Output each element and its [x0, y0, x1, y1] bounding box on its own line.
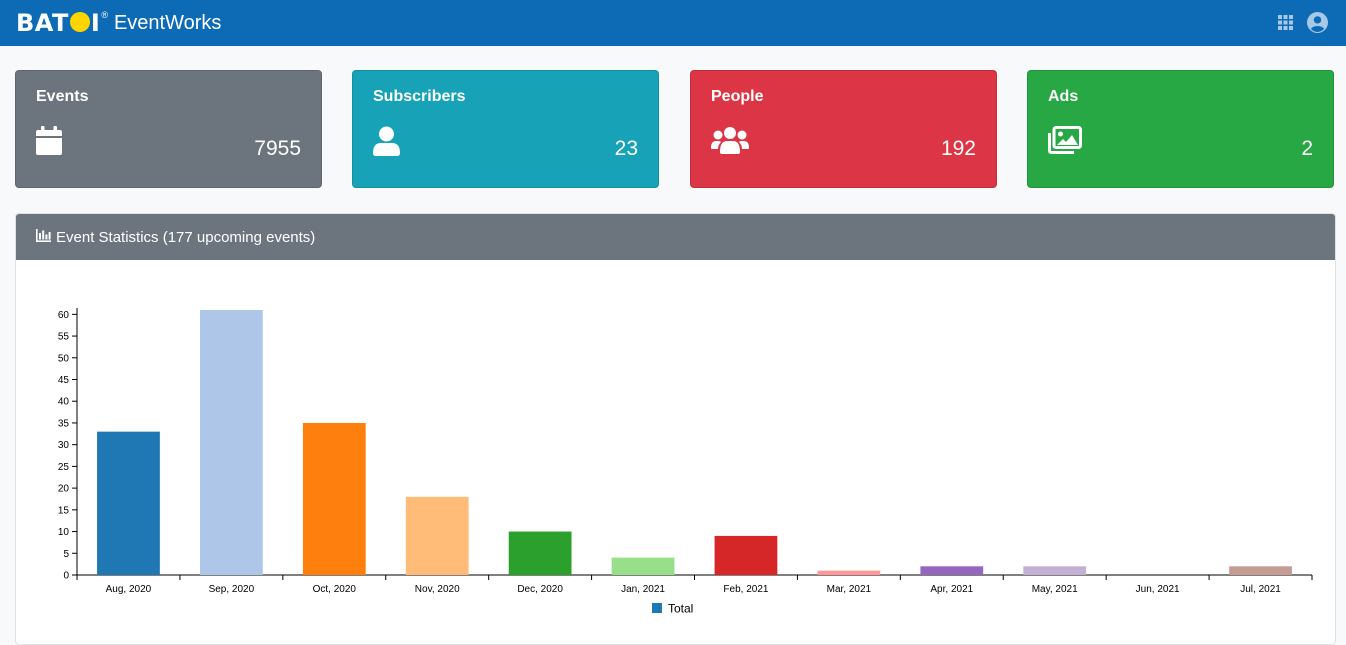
bar	[1023, 566, 1087, 575]
bar	[199, 310, 263, 575]
y-tick-label: 0	[63, 571, 69, 582]
bar	[714, 535, 778, 575]
bar	[1229, 566, 1292, 575]
x-tick-label: Nov, 2020	[415, 584, 460, 595]
bar	[611, 557, 675, 575]
y-tick-label: 20	[58, 484, 70, 495]
panel-header: Event Statistics (177 upcoming events)	[16, 214, 1335, 260]
x-tick-label: Oct, 2020	[313, 584, 357, 595]
legend-label: Total	[668, 602, 693, 616]
y-tick-label: 50	[58, 353, 70, 364]
events-card[interactable]: Events 7955	[15, 70, 322, 188]
y-tick-label: 5	[63, 549, 69, 560]
x-tick-label: Sep, 2020	[209, 584, 255, 595]
card-value: 192	[940, 137, 976, 160]
y-tick-label: 25	[58, 462, 70, 473]
card-label: Subscribers	[373, 88, 466, 105]
calendar-icon	[36, 126, 62, 161]
x-tick-label: Jul, 2021	[1240, 584, 1281, 595]
x-tick-label: May, 2021	[1032, 584, 1078, 595]
legend-swatch	[652, 603, 662, 613]
top-navbar: BAT I ® EventWorks	[0, 0, 1346, 46]
bar	[97, 431, 160, 575]
brand-logo[interactable]: BAT I ® EventWorks	[16, 9, 221, 37]
grid-icon[interactable]	[1278, 15, 1293, 30]
event-statistics-panel: Event Statistics (177 upcoming events) 0…	[15, 213, 1336, 645]
app-title: EventWorks	[113, 11, 222, 34]
event-statistics-chart: 0 5 10 15 20 25 30 35 40 45 50 55 60 Aug, 2020 Sep, 20…	[58, 308, 1313, 616]
bar	[405, 496, 469, 575]
x-tick-label: Mar, 2021	[827, 584, 872, 595]
x-tick-label: Feb, 2021	[723, 584, 768, 595]
user-circle-icon[interactable]	[1307, 12, 1328, 33]
y-tick-label: 10	[58, 527, 70, 538]
bar	[302, 422, 366, 575]
images-icon	[1048, 126, 1082, 159]
y-tick-label: 60	[58, 310, 70, 321]
bar	[920, 566, 984, 575]
x-tick-label: Jun, 2021	[1136, 584, 1180, 595]
registered-mark: ®	[101, 10, 108, 20]
brand-mark-right: I	[90, 9, 101, 37]
y-tick-label: 15	[58, 505, 70, 516]
y-tick-label: 30	[58, 440, 70, 451]
card-value: 2	[1301, 137, 1313, 160]
x-tick-label: Jan, 2021	[621, 584, 665, 595]
card-label: Events	[36, 88, 89, 105]
x-tick-label: Apr, 2021	[930, 584, 973, 595]
bar	[508, 531, 572, 575]
x-tick-label: Aug, 2020	[106, 584, 152, 595]
bar	[817, 570, 881, 575]
y-tick-label: 55	[58, 332, 70, 343]
card-label: People	[711, 88, 764, 105]
card-value: 23	[614, 137, 638, 160]
card-value: 7955	[254, 137, 301, 160]
brand-mark-o	[69, 12, 90, 32]
y-tick-label: 40	[58, 397, 70, 408]
ads-card[interactable]: Ads 2	[1027, 70, 1334, 188]
y-tick-label: 45	[58, 375, 70, 386]
subscribers-card[interactable]: Subscribers 23	[352, 70, 659, 188]
brand-mark-left: BAT	[16, 9, 69, 37]
card-label: Ads	[1048, 88, 1079, 105]
chart-bar-icon	[36, 228, 51, 246]
brand-mark: BAT I	[16, 11, 100, 35]
x-tick-label: Dec, 2020	[517, 584, 563, 595]
user-icon	[373, 126, 400, 161]
people-card[interactable]: People 192	[690, 70, 997, 188]
panel-title: Event Statistics (177 upcoming events)	[56, 228, 316, 246]
users-icon	[711, 126, 749, 159]
y-tick-label: 35	[58, 418, 70, 429]
